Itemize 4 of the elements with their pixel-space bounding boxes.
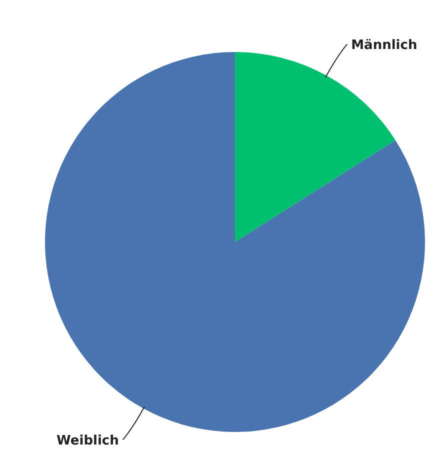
pie-slice bbox=[235, 52, 396, 242]
slice-label: Männlich bbox=[351, 38, 418, 53]
slice-label: Weiblich bbox=[56, 433, 119, 448]
pie-slice bbox=[45, 52, 425, 432]
